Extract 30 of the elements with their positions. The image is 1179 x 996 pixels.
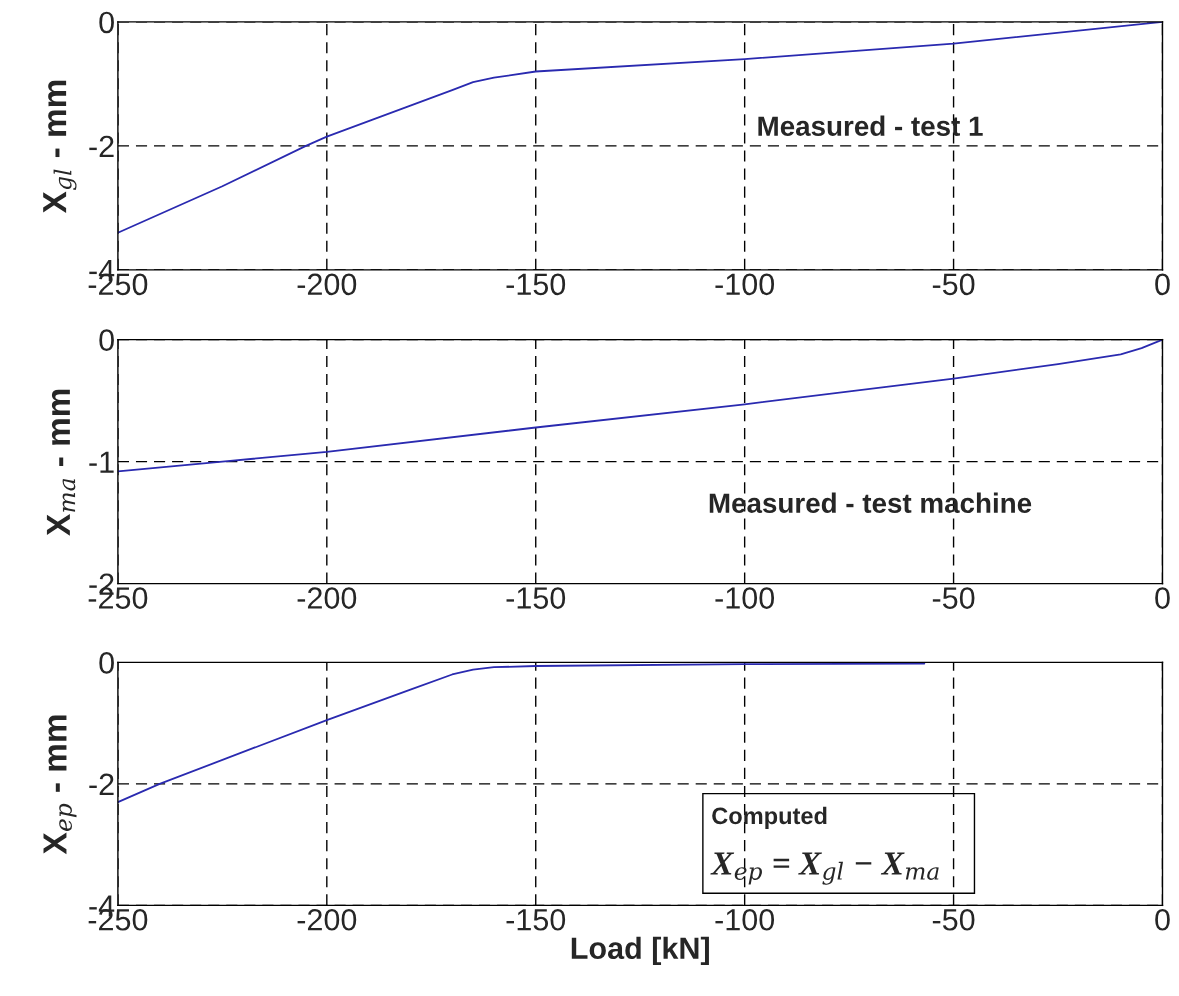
x-tick-label: 0 (1155, 908, 1170, 931)
annotation: Measured - test 1 (758, 115, 983, 137)
x-tick-label: -50 (932, 908, 975, 931)
y-tick-label: -2 (89, 773, 114, 795)
annotation: Computed (712, 806, 827, 829)
x-axis-title: Load [kN] (571, 936, 709, 966)
y-tick-label: 0 (99, 329, 114, 352)
x-tick-label: -100 (715, 587, 775, 609)
y-tick-label: -1 (89, 451, 114, 473)
y-tick-label: 0 (99, 11, 114, 34)
y-tick-label: -2 (89, 135, 114, 157)
x-tick-label: -200 (297, 587, 357, 609)
annotation: Measured - test machine (709, 492, 1032, 514)
annotation: X$_{ep}$ = X$_{gl}$ − X$_{ma}$ (710, 852, 939, 885)
y-axis-title: X$_{ep}$ - mm (43, 715, 77, 855)
x-tick-label: 0 (1155, 587, 1170, 609)
y-tick-label: 0 (99, 652, 114, 674)
x-tick-label: 0 (1155, 273, 1170, 296)
x-tick-label: -50 (932, 273, 975, 296)
line-series (117, 662, 926, 803)
x-tick-label: -150 (506, 273, 566, 296)
x-tick-label: -50 (932, 587, 975, 609)
x-tick-label: -150 (506, 908, 566, 931)
x-tick-label: -150 (506, 587, 566, 609)
y-axis-title: X$_{ma}$ - mm (46, 389, 76, 536)
x-tick-label: -100 (715, 908, 775, 931)
x-tick-label: -100 (715, 273, 775, 296)
x-tick-label: -200 (297, 908, 357, 931)
x-tick-label: -200 (297, 273, 357, 296)
y-axis-title: X$_{gl}$ - mm (43, 80, 77, 214)
